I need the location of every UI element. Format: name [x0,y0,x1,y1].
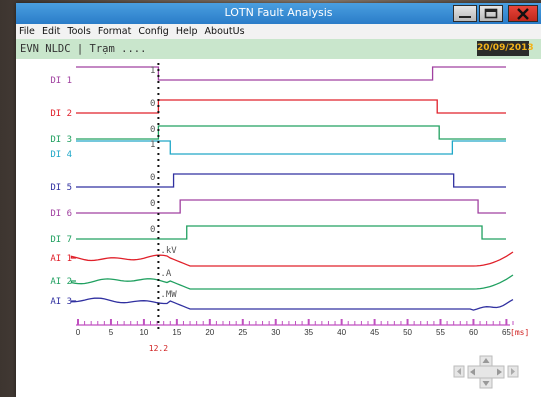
digital-label-6: DI 6 [50,209,72,219]
cursor-value-6: 0 [150,199,155,209]
minimize-icon [459,15,471,18]
date-badge: 20/09/2013 [477,41,534,56]
axis-tick-label: 60 [469,328,478,337]
analog-trace-3 [70,297,514,311]
analog-label-3: AI 3 [50,297,72,307]
menu-bar: File Edit Tools Format Config Help About… [16,24,541,39]
axis-tick-label: 25 [238,328,247,337]
axis-tick-label: 20 [205,328,214,337]
axis-tick-label: 35 [304,328,313,337]
analog-unit-1: .kV [160,246,177,256]
cursor-value-2: 0 [150,99,155,109]
restore-icon [484,8,498,19]
analog-label-2: AI 2 [50,277,72,287]
maximize-button[interactable] [479,5,503,22]
digital-label-5: DI 5 [50,183,72,193]
cursor-value-5: 0 [150,173,155,183]
axis-tick-label: 30 [271,328,280,337]
menu-file[interactable]: File [19,26,35,37]
digital-trace-7 [76,225,506,240]
digital-trace-6 [76,199,506,214]
close-icon [517,7,529,20]
menu-format[interactable]: Format [97,26,132,37]
window-title: LOTN Fault Analysis [224,6,333,19]
axis-tick-label: 10 [139,328,148,337]
close-button[interactable] [508,5,538,22]
title-bar[interactable]: LOTN Fault Analysis [16,3,541,24]
analog-unit-2: .A [160,269,171,279]
cursor-value-4: 1 [150,140,155,150]
menu-tools[interactable]: Tools [67,26,91,37]
cursor-value-1: 1 [150,66,155,76]
cursor-time-label: 12.2 [149,344,168,353]
info-bar: EVN NLDC | Trạm .... 20/09/2013 [16,39,541,59]
navigation-pad[interactable] [452,355,520,389]
analog-label-1: AI 1 [50,254,72,264]
digital-trace-3 [76,125,506,140]
axis-tick-label: 40 [337,328,346,337]
digital-trace-2 [76,99,506,114]
nav-right-icon[interactable] [507,365,519,378]
fault-waveform-chart[interactable]: DI 1 1 DI 2 0 DI 3 0 DI 4 1 DI 5 0 DI 6 0 DI 7 0 AI 1.… [16,59,541,359]
minimize-button[interactable] [453,5,477,22]
digital-label-7: DI 7 [50,235,72,245]
axis-tick-label: 5 [109,328,114,337]
analog-trace-2 [70,274,514,290]
station-label: EVN NLDC | Trạm .... [20,43,147,55]
digital-label-1: DI 1 [50,76,72,86]
nav-left-icon[interactable] [453,365,465,378]
cursor-value-7: 0 [150,225,155,235]
digital-trace-5 [76,173,506,188]
app-window: LOTN Fault Analysis File Edit Tools Form… [16,3,541,397]
digital-label-4: DI 4 [50,150,72,160]
axis-tick-label: 50 [403,328,412,337]
axis-tick-label: 15 [172,328,181,337]
axis-tick-label: 0 [76,328,81,337]
menu-aboutus[interactable]: AboutUs [204,26,245,37]
analog-unit-3: .MW [160,290,177,300]
axis-tick-label: 45 [370,328,379,337]
menu-edit[interactable]: Edit [41,26,61,37]
axis-unit-label: [ms] [510,328,529,337]
nav-cross-icon[interactable] [467,355,505,389]
digital-trace-4 [76,140,506,155]
digital-label-3: DI 3 [50,135,72,145]
axis-tick-label: 65 [502,328,511,337]
cursor-value-3: 0 [150,125,155,135]
digital-trace-1 [76,66,506,81]
menu-config[interactable]: Config [138,26,169,37]
menu-help[interactable]: Help [175,26,198,37]
axis-tick-label: 55 [436,328,445,337]
analog-trace-1 [70,251,514,267]
digital-label-2: DI 2 [50,109,72,119]
